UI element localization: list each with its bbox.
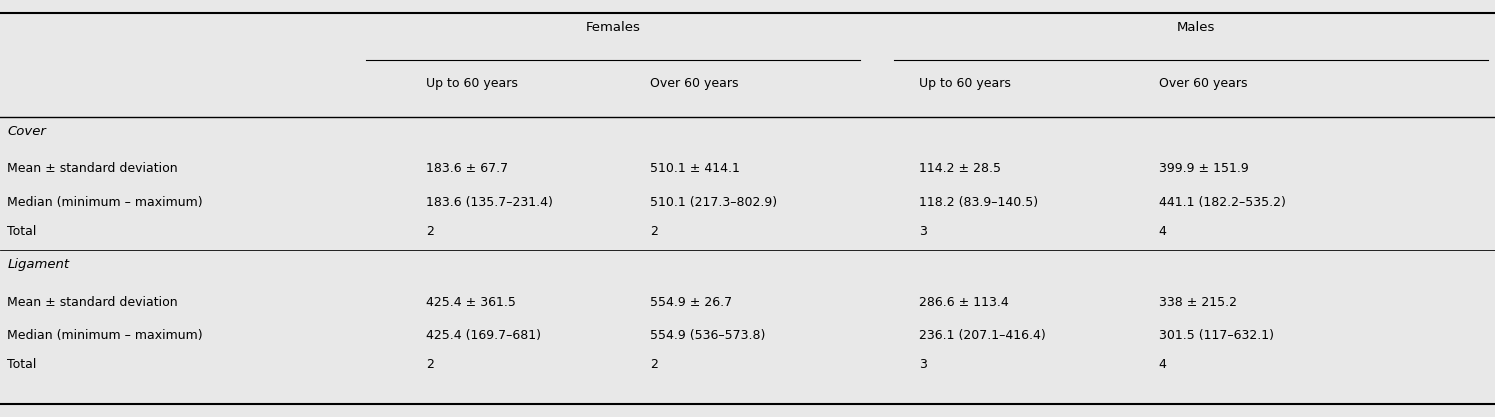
Text: 3: 3 [919, 225, 927, 238]
Text: 3: 3 [919, 358, 927, 372]
Text: 4: 4 [1159, 358, 1166, 372]
Text: 338 ± 215.2: 338 ± 215.2 [1159, 296, 1236, 309]
Text: 425.4 (169.7–681): 425.4 (169.7–681) [426, 329, 541, 342]
Text: Males: Males [1177, 20, 1215, 34]
Text: Median (minimum – maximum): Median (minimum – maximum) [7, 329, 203, 342]
Text: 399.9 ± 151.9: 399.9 ± 151.9 [1159, 162, 1248, 176]
Text: Ligament: Ligament [7, 258, 70, 271]
Text: 118.2 (83.9–140.5): 118.2 (83.9–140.5) [919, 196, 1039, 209]
Text: Females: Females [586, 20, 640, 34]
Text: Up to 60 years: Up to 60 years [919, 77, 1011, 90]
Text: Over 60 years: Over 60 years [1159, 77, 1247, 90]
Text: 183.6 (135.7–231.4): 183.6 (135.7–231.4) [426, 196, 553, 209]
Text: 554.9 (536–573.8): 554.9 (536–573.8) [650, 329, 765, 342]
Text: 114.2 ± 28.5: 114.2 ± 28.5 [919, 162, 1002, 176]
Text: 301.5 (117–632.1): 301.5 (117–632.1) [1159, 329, 1274, 342]
Text: Up to 60 years: Up to 60 years [426, 77, 517, 90]
Text: 510.1 (217.3–802.9): 510.1 (217.3–802.9) [650, 196, 777, 209]
Text: Median (minimum – maximum): Median (minimum – maximum) [7, 196, 203, 209]
Text: 183.6 ± 67.7: 183.6 ± 67.7 [426, 162, 508, 176]
Text: 554.9 ± 26.7: 554.9 ± 26.7 [650, 296, 733, 309]
Text: Cover: Cover [7, 125, 46, 138]
Text: Mean ± standard deviation: Mean ± standard deviation [7, 296, 178, 309]
Text: Total: Total [7, 225, 37, 238]
Text: Over 60 years: Over 60 years [650, 77, 739, 90]
Text: 2: 2 [426, 225, 434, 238]
Text: 441.1 (182.2–535.2): 441.1 (182.2–535.2) [1159, 196, 1286, 209]
Text: 236.1 (207.1–416.4): 236.1 (207.1–416.4) [919, 329, 1046, 342]
Text: 2: 2 [650, 225, 658, 238]
Text: Total: Total [7, 358, 37, 372]
Text: 2: 2 [650, 358, 658, 372]
Text: 425.4 ± 361.5: 425.4 ± 361.5 [426, 296, 516, 309]
Text: 510.1 ± 414.1: 510.1 ± 414.1 [650, 162, 740, 176]
Text: 4: 4 [1159, 225, 1166, 238]
Text: Mean ± standard deviation: Mean ± standard deviation [7, 162, 178, 176]
Text: 2: 2 [426, 358, 434, 372]
Text: 286.6 ± 113.4: 286.6 ± 113.4 [919, 296, 1009, 309]
